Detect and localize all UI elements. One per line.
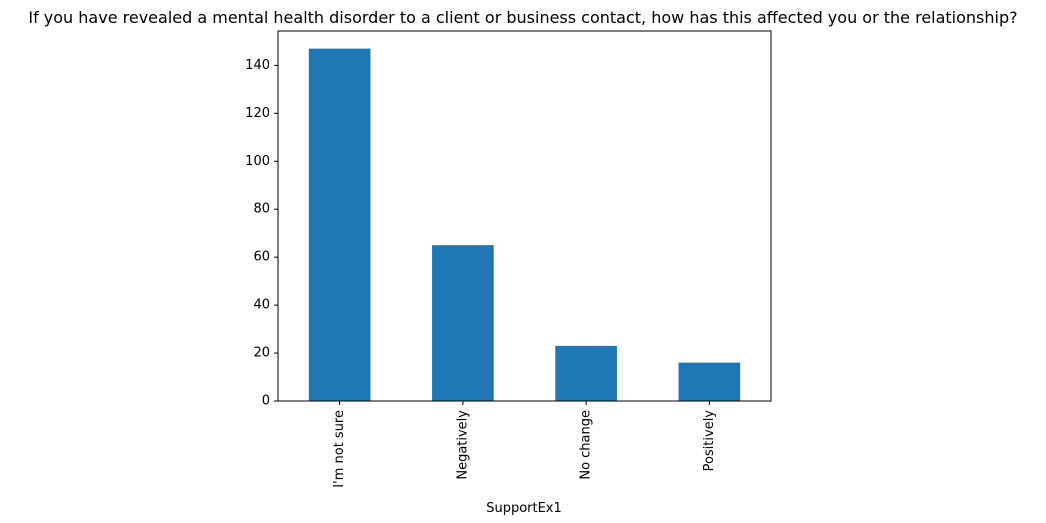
y-tick-label: 20: [253, 346, 270, 361]
y-tick-label: 120: [245, 106, 270, 121]
bar: [678, 362, 741, 401]
y-tick-label: 100: [245, 154, 270, 169]
bars-group: [308, 48, 741, 401]
x-tick-label: I'm not sure: [332, 410, 347, 488]
x-axis: I'm not sure Negatively No change Positivel…: [332, 401, 717, 488]
chart-title: If you have revealed a mental health dis…: [28, 8, 1017, 27]
y-axis: 0 20 40 60 80 100 120 140: [245, 58, 278, 409]
x-tick-label: Negatively: [455, 410, 470, 480]
bar: [432, 245, 494, 401]
plot-frame: [277, 30, 772, 402]
y-tick-label: 60: [253, 250, 270, 265]
bar: [308, 48, 371, 401]
y-tick-label: 140: [245, 58, 270, 73]
x-tick-label: No change: [579, 410, 594, 480]
y-tick-label: 80: [253, 202, 270, 217]
y-tick-label: 40: [253, 298, 270, 313]
y-tick-label: 0: [262, 394, 270, 409]
x-axis-label: SupportEx1: [486, 501, 562, 516]
x-tick-label: Positively: [702, 410, 717, 472]
bar: [555, 345, 617, 401]
